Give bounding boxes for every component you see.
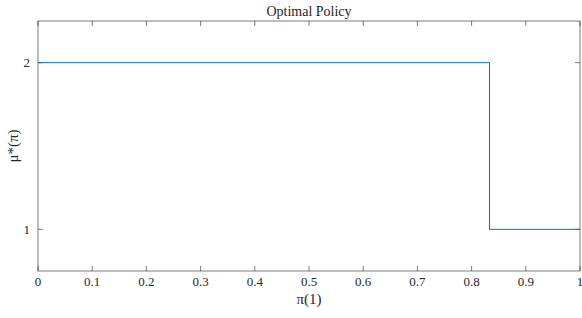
x-tick-label: 0.5: [301, 274, 317, 289]
x-tick: [471, 266, 472, 271]
y-label: μ*(π): [5, 129, 22, 162]
x-tick-top: [146, 21, 147, 26]
x-label: π(1): [296, 291, 321, 308]
x-tick-label: 0.4: [247, 274, 264, 289]
x-tick-top: [417, 21, 418, 26]
y-tick-right: [575, 62, 580, 63]
x-tick: [525, 266, 526, 271]
x-tick: [146, 266, 147, 271]
x-tick-label: 1: [577, 274, 582, 289]
x-tick: [417, 266, 418, 271]
series-line: [38, 63, 580, 230]
x-tick: [363, 266, 364, 271]
x-tick: [92, 266, 93, 271]
y-tick-label: 1: [24, 222, 31, 237]
x-tick-top: [309, 21, 310, 26]
x-tick: [309, 266, 310, 271]
x-tick-label: 0.6: [355, 274, 372, 289]
x-tick-label: 0.9: [518, 274, 534, 289]
x-tick: [200, 266, 201, 271]
title: Optimal Policy: [266, 4, 351, 19]
x-tick-label: 0.7: [409, 274, 426, 289]
x-tick-label: 0.1: [84, 274, 100, 289]
x-tick-label: 0.3: [192, 274, 208, 289]
x-tick-label: 0.8: [463, 274, 479, 289]
x-tick-top: [363, 21, 364, 26]
y-tick: [38, 229, 43, 230]
x-tick-label: 0: [35, 274, 42, 289]
chart-svg: 0 0.1 0.2 0.3 0.4 0.5 0.6 0.7 0.8 0.9 1 1 2 Optimal P…: [0, 0, 582, 318]
x-tick-top: [471, 21, 472, 26]
plot-bg: [38, 21, 580, 271]
y-tick-label: 2: [24, 55, 31, 70]
x-tick-top: [200, 21, 201, 26]
x-tick-top: [92, 21, 93, 26]
x-tick-top: [254, 21, 255, 26]
x-tick-top: [525, 21, 526, 26]
series-group: [38, 63, 580, 230]
chart-root: 0 0.1 0.2 0.3 0.4 0.5 0.6 0.7 0.8 0.9 1 1 2 Optimal P…: [0, 0, 582, 318]
x-tick: [254, 266, 255, 271]
plot-frame: [38, 21, 580, 271]
x-tick-label: 0.2: [138, 274, 154, 289]
